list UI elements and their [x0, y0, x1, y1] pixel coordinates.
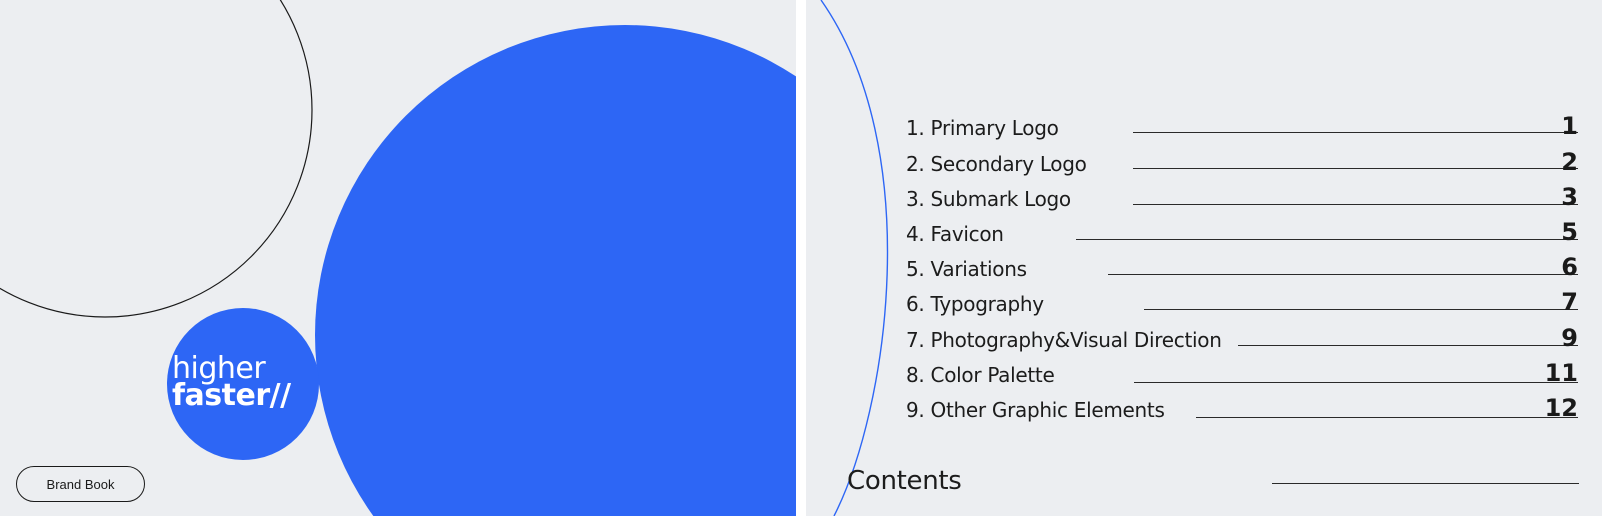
toc-item-label: 5. Variations — [906, 257, 1027, 281]
toc-leader-line — [1133, 204, 1578, 205]
toc-leader-line — [1133, 132, 1578, 133]
toc-item[interactable]: 6. Typography 7 — [806, 288, 1602, 318]
logo-badge-circle — [167, 308, 319, 460]
toc-item[interactable]: 5. Variations 6 — [806, 253, 1602, 283]
toc-leader-line — [1076, 239, 1578, 240]
toc-item[interactable]: 1. Primary Logo 1 — [806, 112, 1602, 142]
toc-page-number: 2 — [1561, 148, 1578, 176]
toc-item-label: 4. Favicon — [906, 222, 1004, 246]
toc-item[interactable]: 4. Favicon 5 — [806, 218, 1602, 248]
toc-page-number: 5 — [1561, 218, 1578, 246]
brand-book-button[interactable]: Brand Book — [16, 466, 145, 502]
toc-leader-line — [1108, 274, 1578, 275]
toc-leader-line — [1238, 345, 1578, 346]
toc-item[interactable]: 9. Other Graphic Elements 12 — [806, 394, 1602, 424]
toc-leader-line — [1134, 382, 1578, 383]
outline-circle — [0, 0, 313, 318]
toc-page-number: 11 — [1544, 359, 1578, 387]
toc-leader-line — [1144, 309, 1578, 310]
toc-page-number: 7 — [1561, 288, 1578, 316]
brand-logo: higher faster// — [172, 351, 291, 413]
toc-item-label: 7. Photography&Visual Direction — [906, 328, 1222, 352]
logo-line-higher: higher — [172, 351, 266, 386]
cover-page: higher faster// Brand Book — [0, 0, 796, 516]
contents-page: 1. Primary Logo 1 2. Secondary Logo 2 3.… — [806, 0, 1602, 516]
toc-page-number: 1 — [1561, 112, 1578, 140]
toc-item[interactable]: 3. Submark Logo 3 — [806, 183, 1602, 213]
cover-artwork — [0, 0, 796, 516]
contents-title: Contents — [847, 466, 962, 496]
toc-page-number: 9 — [1561, 324, 1578, 352]
toc-item-label: 2. Secondary Logo — [906, 152, 1087, 176]
toc-item[interactable]: 7. Photography&Visual Direction 9 — [806, 324, 1602, 354]
logo-line-faster: faster// — [172, 378, 291, 413]
toc-item-label: 8. Color Palette — [906, 363, 1055, 387]
contents-artwork — [820, 0, 889, 516]
toc-item-label: 1. Primary Logo — [906, 116, 1059, 140]
toc-item[interactable]: 2. Secondary Logo 2 — [806, 148, 1602, 178]
toc-page-number: 3 — [1561, 183, 1578, 211]
toc-leader-line — [1133, 168, 1578, 169]
toc-item-label: 9. Other Graphic Elements — [906, 398, 1165, 422]
toc-item-label: 3. Submark Logo — [906, 187, 1071, 211]
large-blue-circle — [315, 25, 796, 516]
toc-page-number: 6 — [1561, 253, 1578, 281]
toc-item-label: 6. Typography — [906, 292, 1044, 316]
toc-item[interactable]: 8. Color Palette 11 — [806, 359, 1602, 389]
blue-arc-line — [820, 0, 889, 516]
toc-leader-line — [1196, 417, 1578, 418]
toc-page-number: 12 — [1544, 394, 1578, 422]
contents-title-line — [1272, 483, 1579, 484]
